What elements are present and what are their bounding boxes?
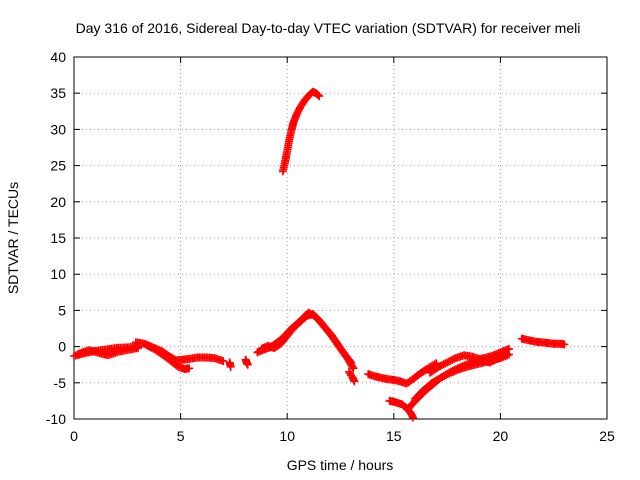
y-tick-label: -10 [46,411,66,427]
chart-title: Day 316 of 2016, Sidereal Day-to-day VTE… [76,20,581,36]
data-point [315,92,324,101]
series-arc-7c [426,349,511,377]
data-point [349,364,358,373]
y-tick-label: 0 [58,339,66,355]
data-point [314,91,323,100]
y-tick-label: 10 [50,266,66,282]
axis-ticks: 0 5 10 15 20 25 -10 -5 0 5 10 15 20 25 30 35 40 [46,49,615,444]
data-point [219,357,228,366]
series-arc-9 [517,334,569,349]
data-point [504,344,513,353]
x-tick-label: 20 [493,428,509,444]
y-tick-label: 15 [50,230,66,246]
data-point [350,377,359,386]
series-arc-1b [142,341,194,374]
series-arc-8 [385,396,417,422]
series-arc-5 [278,87,324,176]
y-tick-label: 30 [50,121,66,137]
data-point [501,350,510,359]
series-arc-4c [345,367,359,386]
data-point [502,349,511,358]
data-point [243,360,252,369]
data-point [226,362,235,371]
x-tick-label: 5 [177,428,185,444]
y-tick-label: -5 [54,375,67,391]
y-tick-label: 40 [50,49,66,65]
series-arc-6 [364,359,441,388]
x-axis-label: GPS time / hours [287,457,394,473]
plot-frame [73,56,608,420]
x-tick-label: 10 [279,428,295,444]
y-tick-label: 35 [50,85,66,101]
data-point [185,364,194,373]
series-arc-0b [74,344,142,360]
gridlines [74,57,607,419]
data-point [347,358,356,367]
data-point [408,413,417,422]
x-tick-label: 0 [70,428,78,444]
y-axis-label: SDTVAR / TECUs [5,182,21,294]
series-arc-3 [241,355,252,369]
data-point [346,357,355,366]
data-point [560,340,569,349]
data-point [348,362,357,371]
y-tick-label: 25 [50,158,66,174]
series-arc-4b [257,310,356,367]
data-points [70,87,569,422]
x-tick-label: 25 [599,428,615,444]
y-tick-label: 5 [58,302,66,318]
x-tick-label: 15 [386,428,402,444]
series-arc-2 [225,358,235,371]
y-tick-label: 20 [50,194,66,210]
